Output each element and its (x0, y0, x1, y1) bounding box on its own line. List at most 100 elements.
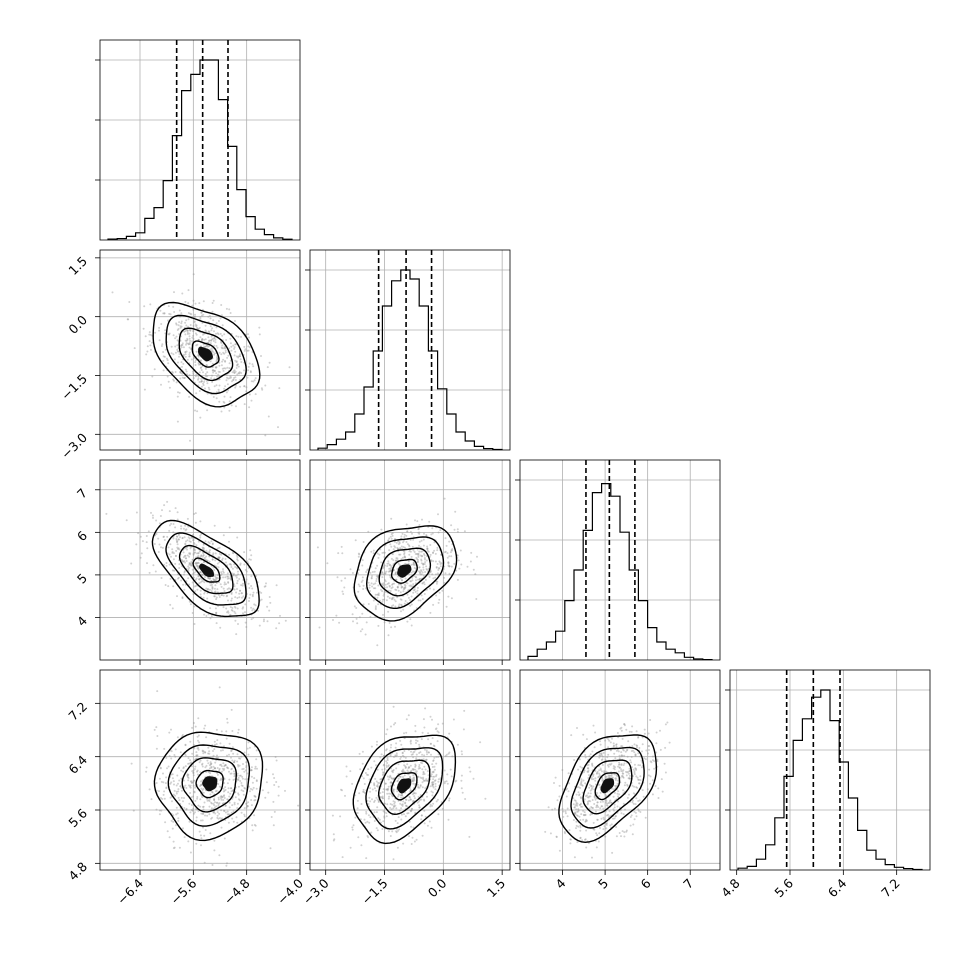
sample-point (361, 576, 364, 579)
sample-point (178, 799, 181, 802)
sample-point (226, 717, 229, 720)
sample-point (573, 856, 576, 859)
sample-point (216, 356, 219, 359)
sample-point (423, 726, 426, 729)
sample-point (431, 573, 434, 576)
sample-point (191, 809, 194, 812)
sample-point (398, 809, 401, 812)
sample-point (428, 751, 430, 754)
sample-point (401, 586, 404, 588)
sample-point (284, 619, 287, 622)
sample-point (200, 554, 203, 557)
sample-point (197, 734, 200, 737)
sample-point (612, 745, 615, 748)
sample-point (643, 732, 646, 735)
sample-point (399, 553, 402, 556)
sample-point (148, 333, 151, 336)
sample-point (649, 775, 652, 778)
sample-point (228, 806, 231, 809)
sample-point (188, 355, 191, 358)
sample-point (215, 366, 218, 369)
sample-point (383, 802, 386, 805)
sample-point (198, 558, 201, 561)
sample-point (142, 327, 145, 330)
sample-point (609, 799, 612, 802)
sample-point (148, 788, 151, 791)
sample-point (396, 779, 399, 782)
sample-point (165, 787, 168, 790)
sample-point (233, 605, 236, 608)
sample-point (218, 561, 221, 564)
sample-point (418, 578, 421, 580)
sample-point (239, 774, 242, 777)
sample-point (440, 801, 443, 804)
sample-point (649, 760, 652, 763)
sample-point (439, 563, 442, 566)
sample-point (383, 591, 386, 594)
sample-point (402, 776, 404, 778)
sample-point (207, 576, 210, 579)
sample-point (370, 582, 373, 585)
sample-point (197, 552, 200, 555)
sample-point (434, 552, 437, 555)
sample-point (440, 562, 443, 565)
sample-point (215, 805, 218, 808)
sample-point (189, 348, 192, 350)
sample-point (580, 781, 583, 784)
sample-point (420, 539, 423, 542)
sample-point (217, 373, 220, 376)
sample-point (416, 592, 419, 595)
sample-point (624, 750, 627, 753)
sample-point (272, 773, 274, 776)
sample-point (186, 539, 189, 542)
sample-point (207, 771, 210, 774)
sample-point (380, 583, 383, 586)
sample-point (217, 320, 220, 322)
sample-point (199, 555, 202, 558)
sample-point (361, 579, 364, 582)
sample-point (205, 379, 208, 382)
sample-point (418, 578, 421, 581)
sample-point (399, 802, 402, 805)
sample-point (172, 585, 175, 588)
sample-point (224, 346, 227, 349)
sample-point (220, 797, 222, 800)
sample-point (418, 743, 421, 746)
sample-point (199, 571, 202, 574)
sample-point (637, 752, 640, 755)
sample-point (188, 332, 191, 335)
sample-point (241, 785, 244, 787)
sample-point (184, 784, 187, 787)
sample-point (178, 779, 181, 782)
sample-point (404, 815, 407, 818)
sample-point (210, 615, 213, 617)
sample-point (175, 322, 178, 325)
sample-point (414, 765, 417, 768)
sample-point (564, 810, 567, 813)
sample-point (173, 783, 175, 786)
sample-point (187, 840, 190, 843)
sample-point (245, 764, 248, 767)
sample-point (206, 371, 209, 374)
sample-point (349, 568, 352, 571)
sample-point (196, 565, 199, 567)
sample-point (615, 774, 618, 776)
sample-point (211, 374, 213, 377)
sample-point (237, 355, 240, 358)
sample-point (243, 369, 245, 372)
sample-point (181, 376, 184, 379)
sample-point (423, 581, 426, 584)
sample-point (403, 732, 405, 735)
sample-point (197, 561, 200, 564)
sample-point (423, 809, 426, 812)
sample-point (370, 577, 373, 580)
sample-point (629, 759, 632, 762)
sample-point (620, 764, 623, 767)
sample-point (367, 603, 370, 605)
sample-point (236, 559, 239, 562)
sample-point (387, 560, 390, 563)
sample-point (196, 588, 199, 591)
sample-point (212, 577, 215, 580)
sample-point (193, 320, 196, 323)
sample-point (448, 555, 451, 558)
